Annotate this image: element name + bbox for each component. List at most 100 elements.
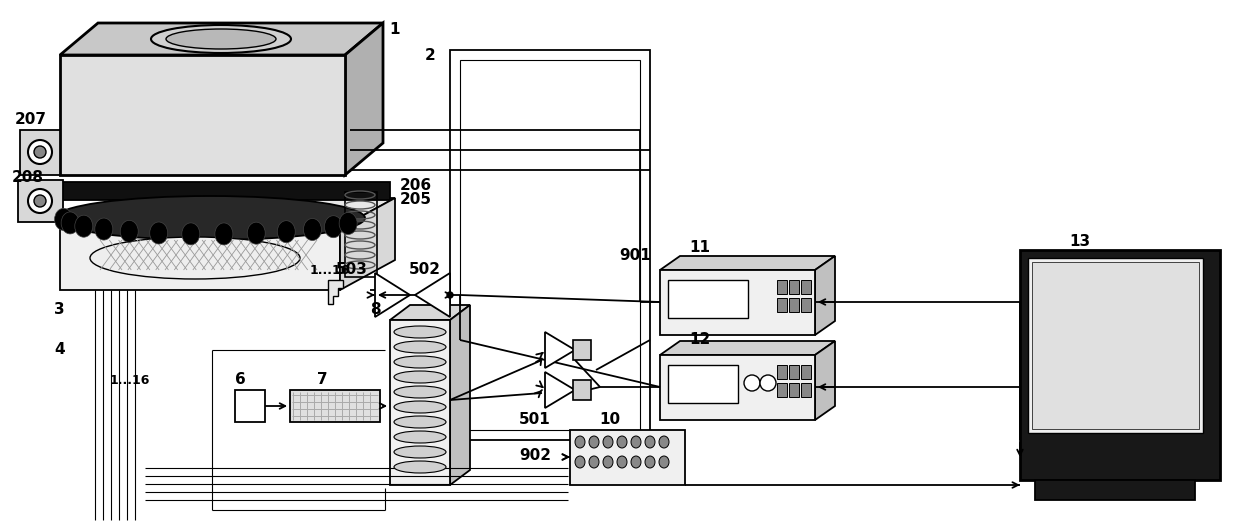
Ellipse shape bbox=[74, 215, 93, 237]
Ellipse shape bbox=[603, 456, 613, 468]
Text: 10: 10 bbox=[599, 412, 620, 428]
Text: 501: 501 bbox=[520, 412, 551, 428]
Bar bbox=[801, 383, 811, 397]
Text: 8: 8 bbox=[370, 302, 381, 318]
Bar bbox=[1035, 480, 1195, 500]
Text: 901: 901 bbox=[619, 247, 651, 263]
Polygon shape bbox=[660, 341, 835, 355]
Ellipse shape bbox=[94, 218, 113, 240]
Text: 12: 12 bbox=[689, 333, 711, 347]
Text: 1...16: 1...16 bbox=[110, 374, 150, 387]
Ellipse shape bbox=[618, 436, 627, 448]
Bar bbox=[1032, 262, 1199, 429]
Ellipse shape bbox=[55, 209, 73, 231]
Text: 1...16: 1...16 bbox=[310, 264, 350, 277]
Polygon shape bbox=[415, 273, 450, 317]
Ellipse shape bbox=[166, 29, 277, 49]
Text: 206: 206 bbox=[401, 178, 432, 192]
Bar bbox=[60, 55, 345, 175]
Bar bbox=[668, 280, 748, 318]
Bar bbox=[236, 390, 265, 422]
Text: 2: 2 bbox=[424, 48, 435, 62]
Ellipse shape bbox=[151, 25, 291, 53]
Bar bbox=[290, 390, 379, 422]
Circle shape bbox=[744, 375, 760, 391]
Ellipse shape bbox=[247, 222, 265, 244]
Bar bbox=[801, 298, 811, 312]
Ellipse shape bbox=[394, 461, 446, 473]
Text: 207: 207 bbox=[15, 113, 47, 127]
Bar bbox=[570, 430, 684, 485]
Ellipse shape bbox=[394, 341, 446, 353]
Polygon shape bbox=[815, 341, 835, 420]
Polygon shape bbox=[345, 23, 383, 175]
Text: 205: 205 bbox=[401, 192, 432, 208]
Ellipse shape bbox=[575, 436, 585, 448]
Text: 7: 7 bbox=[316, 373, 327, 388]
Bar bbox=[573, 340, 591, 360]
Bar bbox=[801, 365, 811, 379]
Bar bbox=[660, 270, 815, 335]
Bar bbox=[391, 320, 450, 485]
Polygon shape bbox=[546, 332, 575, 368]
Text: 502: 502 bbox=[409, 263, 441, 278]
Bar bbox=[55, 182, 391, 200]
Text: 11: 11 bbox=[689, 241, 711, 256]
Bar bbox=[789, 365, 799, 379]
Ellipse shape bbox=[394, 416, 446, 428]
Polygon shape bbox=[660, 256, 835, 270]
Ellipse shape bbox=[658, 436, 670, 448]
Bar bbox=[60, 228, 340, 290]
Text: 6: 6 bbox=[234, 373, 246, 388]
Ellipse shape bbox=[339, 212, 357, 234]
Circle shape bbox=[446, 292, 453, 298]
Polygon shape bbox=[60, 198, 396, 228]
Circle shape bbox=[33, 146, 46, 158]
Bar bbox=[573, 380, 591, 400]
Text: 208: 208 bbox=[12, 170, 43, 185]
Ellipse shape bbox=[394, 326, 446, 338]
Ellipse shape bbox=[631, 436, 641, 448]
Polygon shape bbox=[391, 305, 470, 320]
Polygon shape bbox=[329, 280, 343, 304]
Ellipse shape bbox=[575, 456, 585, 468]
Ellipse shape bbox=[120, 221, 138, 243]
Polygon shape bbox=[374, 273, 410, 317]
Bar bbox=[777, 298, 787, 312]
Bar bbox=[345, 192, 377, 277]
Ellipse shape bbox=[325, 216, 342, 238]
Polygon shape bbox=[450, 305, 470, 485]
Ellipse shape bbox=[658, 456, 670, 468]
Ellipse shape bbox=[182, 223, 200, 245]
Text: 503: 503 bbox=[336, 263, 368, 278]
Bar bbox=[1021, 250, 1220, 480]
Bar bbox=[801, 280, 811, 294]
Ellipse shape bbox=[394, 431, 446, 443]
Bar bbox=[777, 280, 787, 294]
Bar bbox=[450, 50, 650, 440]
Ellipse shape bbox=[394, 446, 446, 458]
Ellipse shape bbox=[603, 436, 613, 448]
Ellipse shape bbox=[61, 212, 79, 234]
Ellipse shape bbox=[278, 221, 295, 243]
Bar bbox=[668, 365, 738, 403]
Ellipse shape bbox=[589, 456, 599, 468]
Ellipse shape bbox=[394, 371, 446, 383]
Polygon shape bbox=[815, 256, 835, 335]
Ellipse shape bbox=[304, 219, 321, 241]
Circle shape bbox=[760, 375, 776, 391]
Bar bbox=[660, 355, 815, 420]
Polygon shape bbox=[340, 198, 396, 290]
Bar bbox=[789, 280, 799, 294]
Bar bbox=[789, 383, 799, 397]
Circle shape bbox=[29, 140, 52, 164]
Polygon shape bbox=[60, 23, 383, 55]
Ellipse shape bbox=[55, 196, 365, 240]
Ellipse shape bbox=[645, 456, 655, 468]
Ellipse shape bbox=[394, 386, 446, 398]
Ellipse shape bbox=[618, 456, 627, 468]
Bar bbox=[20, 130, 60, 175]
Ellipse shape bbox=[589, 436, 599, 448]
Ellipse shape bbox=[150, 222, 167, 244]
Bar bbox=[789, 298, 799, 312]
